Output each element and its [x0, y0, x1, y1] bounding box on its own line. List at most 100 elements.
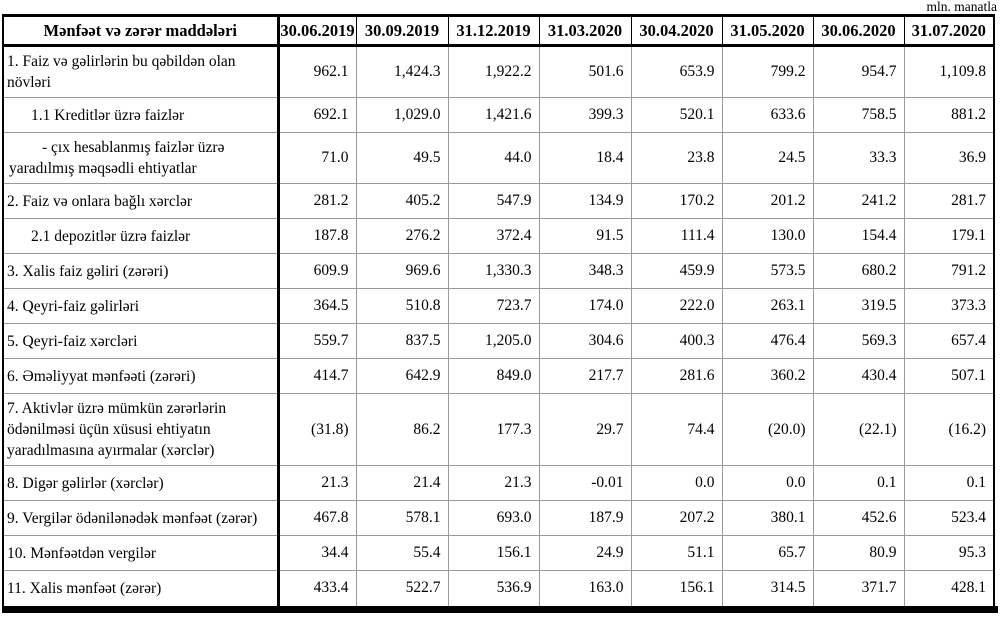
table-row: 8. Digər gəlirlər (xərclər) 21.3 21.4 21.3-…: [3, 465, 994, 501]
value-cell: 24.9: [538, 535, 631, 571]
value-cell: 65.7: [721, 535, 813, 571]
value-cell: 536.9: [447, 570, 539, 606]
value-cell: 29.7: [538, 393, 631, 466]
value-cell: 348.3: [538, 253, 631, 289]
value-cell: 791.2: [903, 253, 994, 289]
value-cell: 969.6: [355, 253, 448, 289]
value-cell: 414.7: [277, 358, 356, 394]
table-row: 10. Mənfəətdən vergilər 34.4 55.4 156.1 24.9…: [3, 535, 994, 571]
value-cell: 263.1: [721, 288, 813, 324]
value-cell: 476.4: [721, 323, 813, 359]
value-cell: 657.4: [903, 323, 994, 359]
value-cell: 881.2: [903, 97, 994, 133]
value-cell: (16.2): [903, 393, 994, 466]
value-cell: 207.2: [630, 500, 722, 536]
value-cell: 1,922.2: [447, 45, 539, 98]
value-cell: 1,109.8: [903, 45, 994, 98]
value-cell: 130.0: [721, 218, 813, 254]
table-row: 3. Xalis faiz gəliri (zərəri) 609.9 969.6 1…: [3, 253, 994, 289]
value-cell: 170.2: [630, 183, 722, 219]
table-body: 1. Faiz və gəlirlərin bu qəbildən olan n…: [3, 45, 994, 606]
value-cell: 399.3: [538, 97, 631, 133]
value-cell: 156.1: [630, 570, 722, 606]
value-cell: 1,205.0: [447, 323, 539, 359]
table-row: - çıx hesablanmış faizlər üzrə yaradılmı…: [3, 132, 994, 184]
row-label: 10. Mənfəətdən vergilər: [3, 535, 280, 571]
value-cell: 187.8: [277, 218, 356, 254]
table-row: 1. Faiz və gəlirlərin bu qəbildən olan n…: [3, 45, 994, 98]
value-cell: 0.1: [903, 465, 994, 501]
table-header: Mənfəət və zərər maddələri 30.06.2019 30.…: [3, 15, 994, 47]
value-cell: 371.7: [812, 570, 904, 606]
value-cell: 559.7: [277, 323, 356, 359]
value-cell: 1,330.3: [447, 253, 539, 289]
value-cell: 633.6: [721, 97, 813, 133]
value-cell: 21.3: [277, 465, 356, 501]
row-label: - çıx hesablanmış faizlər üzrə yaradılmı…: [3, 132, 280, 184]
header-date-30.09.2019: 30.09.2019: [355, 15, 448, 47]
value-cell: 1,421.6: [447, 97, 539, 133]
value-cell: 154.4: [812, 218, 904, 254]
value-cell: 21.4: [355, 465, 448, 501]
header-date-30.04.2020: 30.04.2020: [630, 15, 722, 47]
value-cell: 111.4: [630, 218, 722, 254]
value-cell: 18.4: [538, 132, 631, 184]
row-label: 9. Vergilər ödənilənədək mənfəət (zərər): [3, 500, 280, 536]
row-label: 11. Xalis mənfəət (zərər): [3, 570, 280, 606]
value-cell: (31.8): [277, 393, 356, 466]
value-cell: 86.2: [355, 393, 448, 466]
row-label: 5. Qeyri-faiz xərcləri: [3, 323, 280, 359]
table-row: 1.1 Kreditlər üzrə faizlər 692.1 1,029.0 1,…: [3, 97, 994, 133]
row-label: 3. Xalis faiz gəliri (zərəri): [3, 253, 280, 289]
value-cell: 1,424.3: [355, 45, 448, 98]
row-label: 7. Aktivlər üzrə mümkün zərərlərin ödəni…: [3, 393, 280, 466]
value-cell: (20.0): [721, 393, 813, 466]
value-cell: 520.1: [630, 97, 722, 133]
value-cell: 179.1: [903, 218, 994, 254]
header-date-31.12.2019: 31.12.2019: [447, 15, 539, 47]
value-cell: 522.7: [355, 570, 448, 606]
value-cell: 609.9: [277, 253, 356, 289]
value-cell: 680.2: [812, 253, 904, 289]
table-row: 4. Qeyri-faiz gəlirləri 364.5 510.8 723.7 17…: [3, 288, 994, 324]
table-row: 11. Xalis mənfəət (zərər) 433.4 522.7 536.9…: [3, 570, 994, 606]
value-cell: 24.5: [721, 132, 813, 184]
value-cell: 0.0: [721, 465, 813, 501]
value-cell: 642.9: [355, 358, 448, 394]
value-cell: 364.5: [277, 288, 356, 324]
value-cell: 23.8: [630, 132, 722, 184]
table-row: 2. Faiz və onlara bağlı xərclər 281.2 405.…: [3, 183, 994, 219]
value-cell: 501.6: [538, 45, 631, 98]
value-cell: (22.1): [812, 393, 904, 466]
value-cell: 405.2: [355, 183, 448, 219]
table-row: 2.1 depozitlər üzrə faizlər 187.8 276.2 372…: [3, 218, 994, 254]
value-cell: 507.1: [903, 358, 994, 394]
row-label: 2.1 depozitlər üzrə faizlər: [3, 218, 280, 254]
row-label: 8. Digər gəlirlər (xərclər): [3, 465, 280, 501]
value-cell: 547.9: [447, 183, 539, 219]
value-cell: 281.2: [277, 183, 356, 219]
value-cell: 156.1: [447, 535, 539, 571]
value-cell: 523.4: [903, 500, 994, 536]
value-cell: 134.9: [538, 183, 631, 219]
table-bottom-bar: [2, 605, 998, 613]
value-cell: 174.0: [538, 288, 631, 324]
value-cell: 799.2: [721, 45, 813, 98]
value-cell: 0.1: [812, 465, 904, 501]
value-cell: 962.1: [277, 45, 356, 98]
value-cell: 1,029.0: [355, 97, 448, 133]
value-cell: 373.3: [903, 288, 994, 324]
value-cell: 36.9: [903, 132, 994, 184]
header-date-30.06.2020: 30.06.2020: [812, 15, 904, 47]
value-cell: 33.3: [812, 132, 904, 184]
value-cell: 372.4: [447, 218, 539, 254]
value-cell: 55.4: [355, 535, 448, 571]
value-cell: 954.7: [812, 45, 904, 98]
value-cell: 400.3: [630, 323, 722, 359]
value-cell: 433.4: [277, 570, 356, 606]
value-cell: 510.8: [355, 288, 448, 324]
value-cell: 428.1: [903, 570, 994, 606]
row-label: 4. Qeyri-faiz gəlirləri: [3, 288, 280, 324]
row-label: 1.1 Kreditlər üzrə faizlər: [3, 97, 280, 133]
